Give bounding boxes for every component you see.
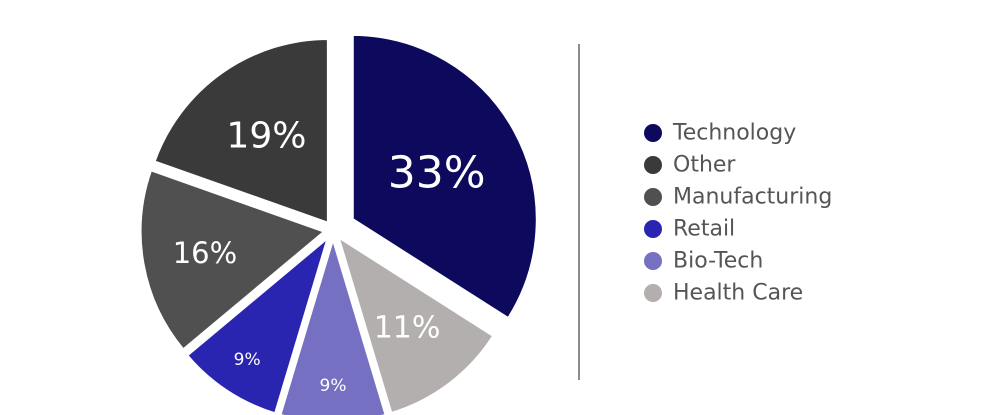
- slice-label-manufacturing: 16%: [173, 236, 237, 270]
- legend: Technology Other Manufacturing Retail Bio-Te…: [644, 121, 832, 306]
- slice-label-retail: 9%: [234, 350, 261, 370]
- legend-label-other: Other: [673, 153, 736, 178]
- legend-label-manufacturing: Manufacturing: [673, 185, 832, 210]
- pie-slice-labels: 33% 11% 9% 9% 16% 19%: [173, 115, 486, 396]
- legend-label-retail: Retail: [673, 217, 735, 242]
- pie-slice-bio-tech: [278, 236, 388, 415]
- legend-marker-retail: [644, 220, 662, 238]
- slice-label-health-care: 11%: [374, 310, 441, 345]
- slice-label-technology: 33%: [388, 148, 486, 199]
- legend-marker-other: [644, 156, 662, 174]
- slice-label-bio-tech: 9%: [320, 376, 347, 396]
- legend-label-technology: Technology: [672, 121, 796, 146]
- pie-slice-health-care: [336, 234, 496, 415]
- pie-slice-manufacturing: [138, 168, 327, 352]
- legend-label-health-care: Health Care: [673, 281, 803, 306]
- slice-label-other: 19%: [226, 115, 306, 156]
- pie-slice-retail: [185, 235, 331, 415]
- legend-marker-manufacturing: [644, 188, 662, 206]
- legend-marker-health-care: [644, 284, 662, 302]
- pie-slice-technology: [350, 32, 539, 321]
- legend-label-bio-tech: Bio-Tech: [673, 249, 763, 274]
- pie-slices: [138, 32, 539, 415]
- legend-marker-technology: [644, 124, 662, 142]
- legend-marker-bio-tech: [644, 252, 662, 270]
- pie-slice-other: [152, 36, 330, 225]
